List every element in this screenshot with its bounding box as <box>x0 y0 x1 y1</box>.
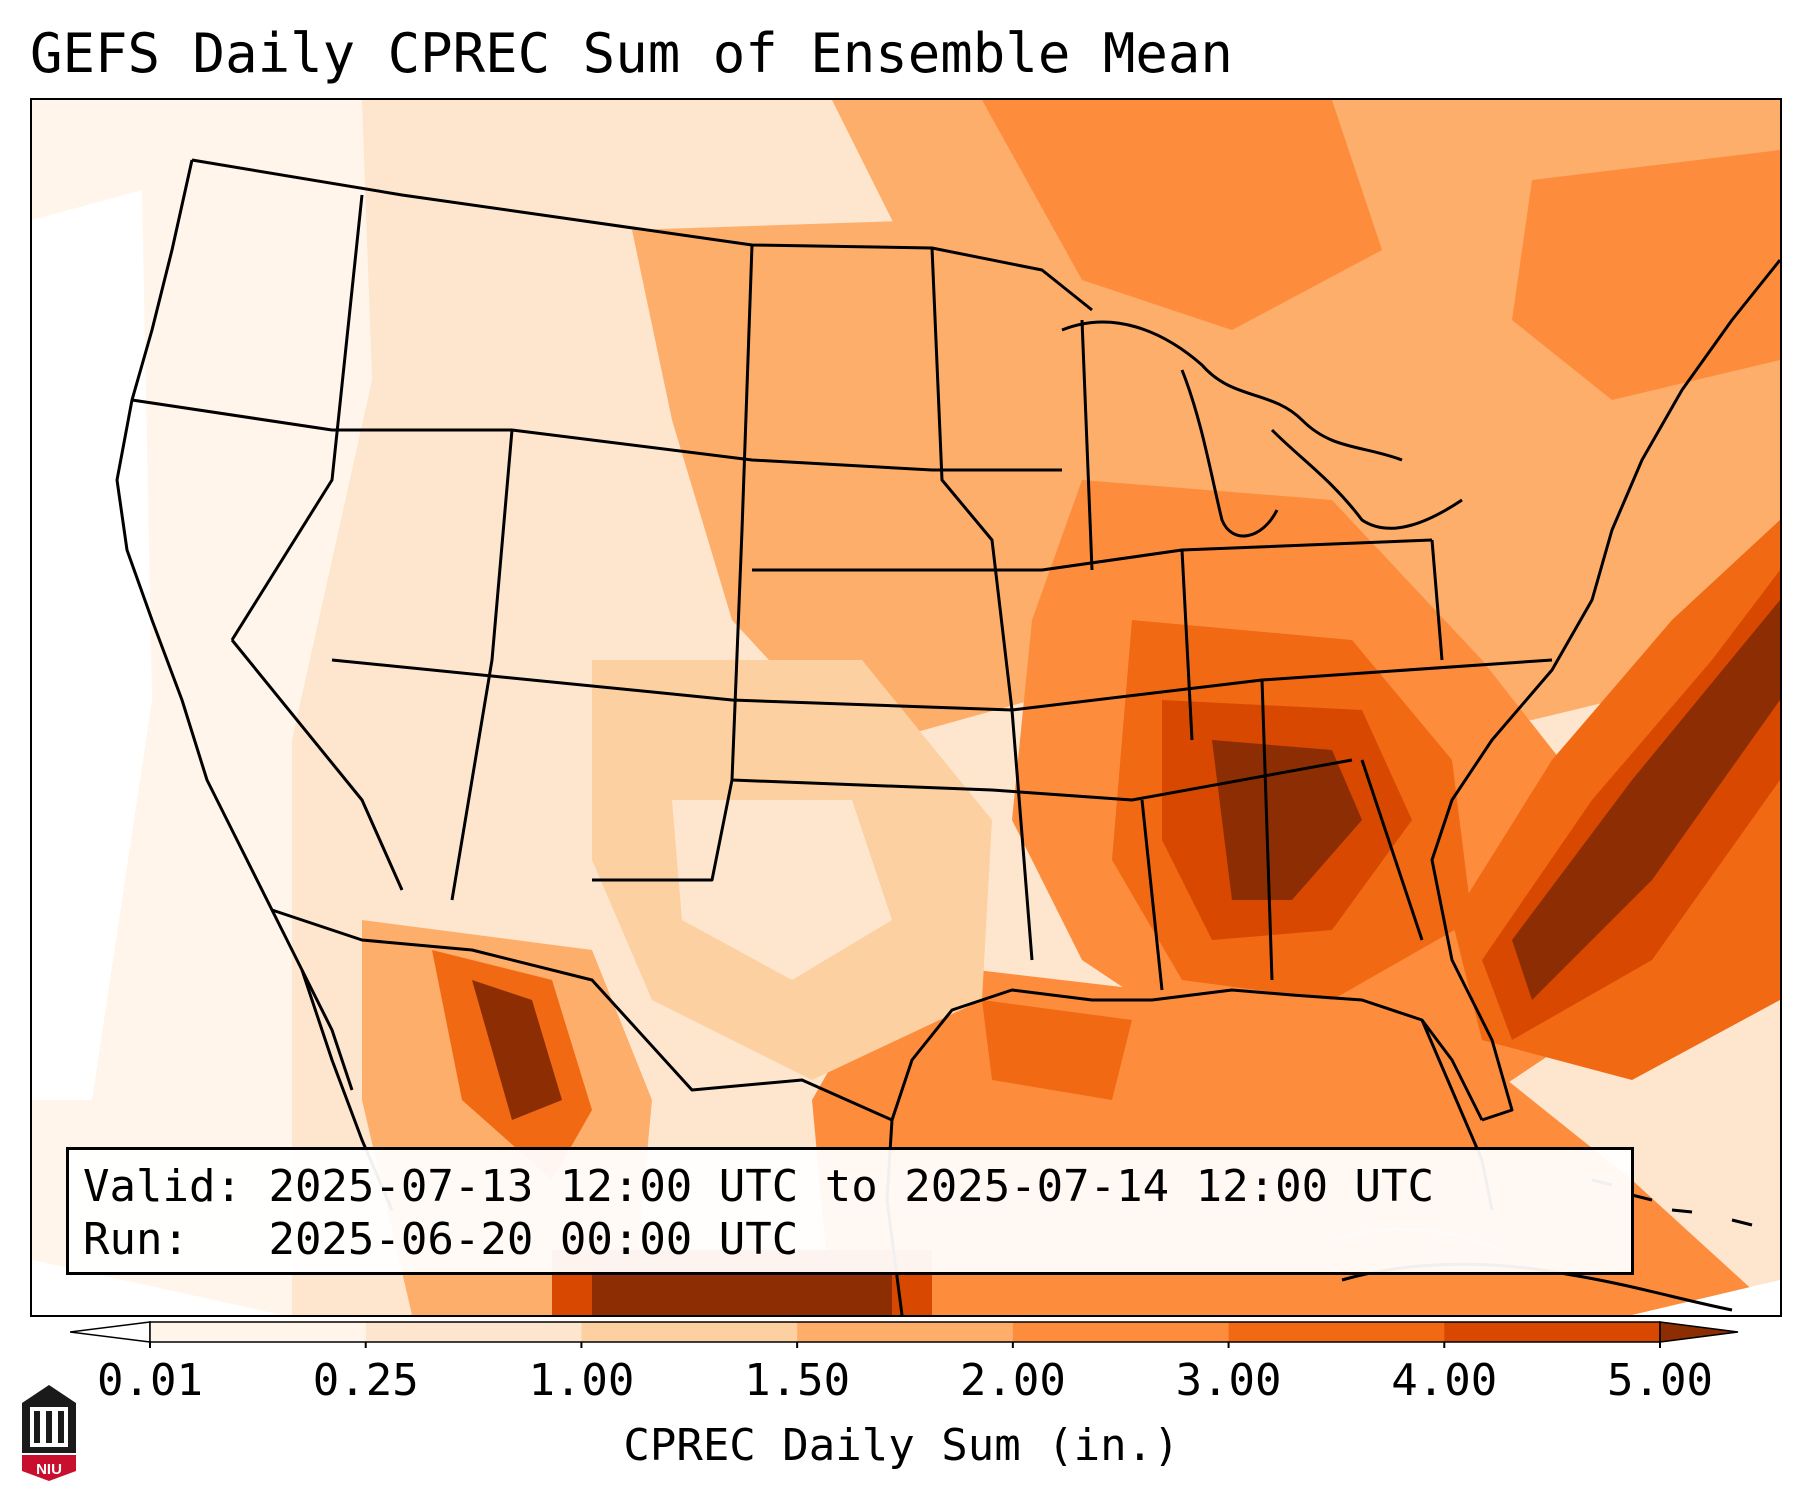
colorbar-segment <box>365 1322 582 1342</box>
run-label: Run: <box>83 1214 189 1265</box>
colorbar-tick-label: 3.00 <box>1175 1355 1282 1406</box>
colorbar-segment <box>1228 1322 1445 1342</box>
run-value: 2025-06-20 00:00 UTC <box>268 1214 799 1265</box>
colorbar-segment <box>581 1322 798 1342</box>
run-line: Run: 2025-06-20 00:00 UTC <box>83 1213 1617 1266</box>
colorbar-over-arrow <box>1659 1321 1739 1343</box>
colorbar-tick-label: 0.01 <box>97 1355 203 1406</box>
niu-logo-text: NIU <box>36 1461 62 1478</box>
map-title: GEFS Daily CPREC Sum of Ensemble Mean <box>30 22 1233 85</box>
colorbar-tick-label: 2.00 <box>959 1355 1066 1406</box>
colorbar <box>70 1321 1739 1348</box>
colorbar-under-arrow <box>70 1321 151 1343</box>
valid-value: 2025-07-13 12:00 UTC to 2025-07-14 12:00… <box>268 1161 1435 1212</box>
colorbar-tick-label: 4.00 <box>1391 1355 1498 1406</box>
colorbar-segment <box>1012 1322 1230 1342</box>
colorbar-segment <box>150 1322 367 1342</box>
colorbar-tick-label: 0.25 <box>312 1355 419 1406</box>
valid-label: Valid: <box>83 1161 242 1212</box>
valid-run-info-box: Valid: 2025-07-13 12:00 UTC to 2025-07-1… <box>66 1147 1634 1275</box>
niu-logo-icon: NIU <box>22 1385 76 1481</box>
colorbar-segment <box>1444 1322 1661 1342</box>
precipitation-map <box>30 98 1782 1317</box>
colorbar-tick-label: 5.00 <box>1607 1355 1713 1406</box>
colorbar-tick-label: 1.50 <box>744 1355 851 1406</box>
valid-line: Valid: 2025-07-13 12:00 UTC to 2025-07-1… <box>83 1160 1617 1213</box>
colorbar-outline <box>149 1321 1661 1343</box>
colorbar-segment <box>797 1322 1014 1342</box>
colorbar-label: CPREC Daily Sum (in.) <box>623 1420 1180 1471</box>
colorbar-tick-label: 1.00 <box>528 1355 635 1406</box>
